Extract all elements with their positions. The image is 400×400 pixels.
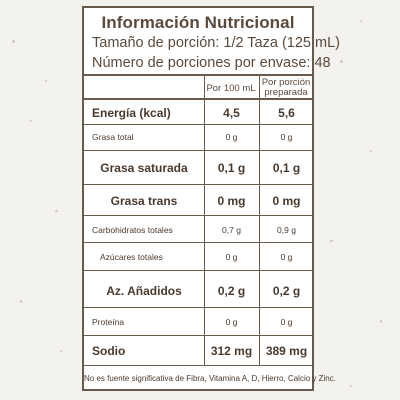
- row-divider: [84, 150, 312, 151]
- row-label-added-sugars: Az. Añadidos: [106, 284, 182, 298]
- row-label-protein: Proteína: [92, 317, 125, 327]
- row-divider: [84, 242, 312, 243]
- row-divider: [84, 335, 312, 336]
- servings-per-container: Número de porciones por envase: 48: [92, 55, 331, 71]
- row-label-total-fat: Grasa total: [92, 132, 134, 142]
- total-sugars-per-100: 0 g: [225, 252, 238, 262]
- row-label-trans-fat: Grasa trans: [110, 194, 178, 208]
- row-divider: [84, 307, 312, 308]
- column-header-per-100: Por 100 mL: [206, 83, 256, 94]
- protein-per-100: 0 g: [225, 317, 238, 327]
- total-carbs-per-100: 0,7 g: [222, 225, 241, 235]
- header-divider: [84, 74, 312, 76]
- added-sugars-per-portion: 0,2 g: [272, 284, 301, 298]
- footnote: No es fuente significativa de Fibra, Vit…: [84, 374, 336, 383]
- total-sugars-per-portion: 0 g: [280, 252, 293, 262]
- added-sugars-per-100: 0,2 g: [217, 284, 246, 298]
- row-label-energy: Energía (kcal): [92, 106, 171, 120]
- row-divider: [84, 124, 312, 125]
- sodium-per-portion: 389 mg: [265, 344, 308, 358]
- energy-per-100: 4,5: [223, 106, 240, 120]
- nutrition-facts-panel: Información Nutricional Tamaño de porció…: [82, 6, 340, 391]
- sodium-per-100: 312 mg: [210, 344, 253, 358]
- panel-title: Información Nutricional: [101, 13, 295, 32]
- column-header-per-portion: Por porción preparada: [261, 77, 311, 98]
- column-header-divider: [84, 98, 312, 100]
- table-bottom-divider: [84, 365, 312, 366]
- row-label-total-sugars: Azúcares totales: [100, 252, 163, 262]
- total-carbs-per-portion: 0,9 g: [277, 225, 296, 235]
- trans-fat-per-portion: 0 mg: [272, 194, 301, 208]
- protein-per-portion: 0 g: [280, 317, 293, 327]
- row-label-total-carbs: Carbohidratos totales: [92, 225, 173, 235]
- column-divider-1: [204, 74, 205, 365]
- saturated-fat-per-100: 0,1 g: [217, 161, 246, 175]
- row-label-saturated-fat: Grasa saturada: [100, 161, 188, 175]
- row-divider: [84, 184, 312, 185]
- row-label-sodium: Sodio: [92, 344, 126, 358]
- column-divider-2: [259, 74, 260, 365]
- row-divider: [84, 270, 312, 271]
- saturated-fat-per-portion: 0,1 g: [272, 161, 301, 175]
- row-divider: [84, 215, 312, 216]
- total-fat-per-100: 0 g: [225, 132, 238, 142]
- serving-size: Tamaño de porción: 1/2 Taza (125 mL): [92, 35, 340, 51]
- total-fat-per-portion: 0 g: [280, 132, 293, 142]
- trans-fat-per-100: 0 mg: [217, 194, 246, 208]
- energy-per-portion: 5,6: [278, 106, 295, 120]
